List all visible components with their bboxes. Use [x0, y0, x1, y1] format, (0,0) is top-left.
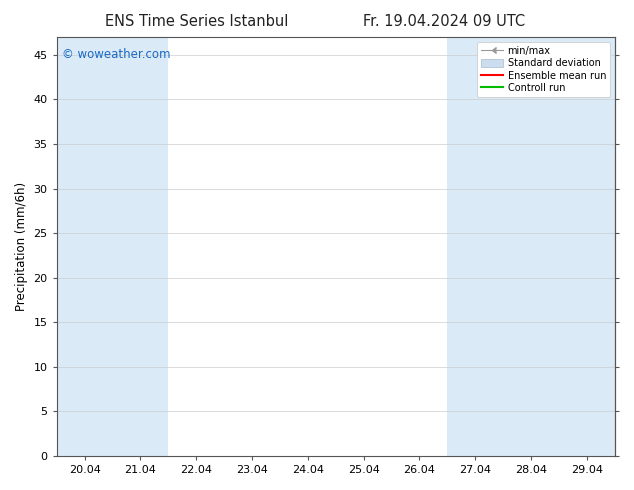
- Bar: [559, 37, 615, 456]
- Bar: [56, 37, 112, 456]
- Bar: [448, 37, 503, 456]
- Text: ENS Time Series Istanbul: ENS Time Series Istanbul: [105, 14, 288, 29]
- Bar: [112, 37, 169, 456]
- Legend: min/max, Standard deviation, Ensemble mean run, Controll run: min/max, Standard deviation, Ensemble me…: [477, 42, 610, 97]
- Y-axis label: Precipitation (mm/6h): Precipitation (mm/6h): [15, 182, 28, 311]
- Text: © woweather.com: © woweather.com: [62, 48, 171, 61]
- Bar: [503, 37, 559, 456]
- Text: Fr. 19.04.2024 09 UTC: Fr. 19.04.2024 09 UTC: [363, 14, 525, 29]
